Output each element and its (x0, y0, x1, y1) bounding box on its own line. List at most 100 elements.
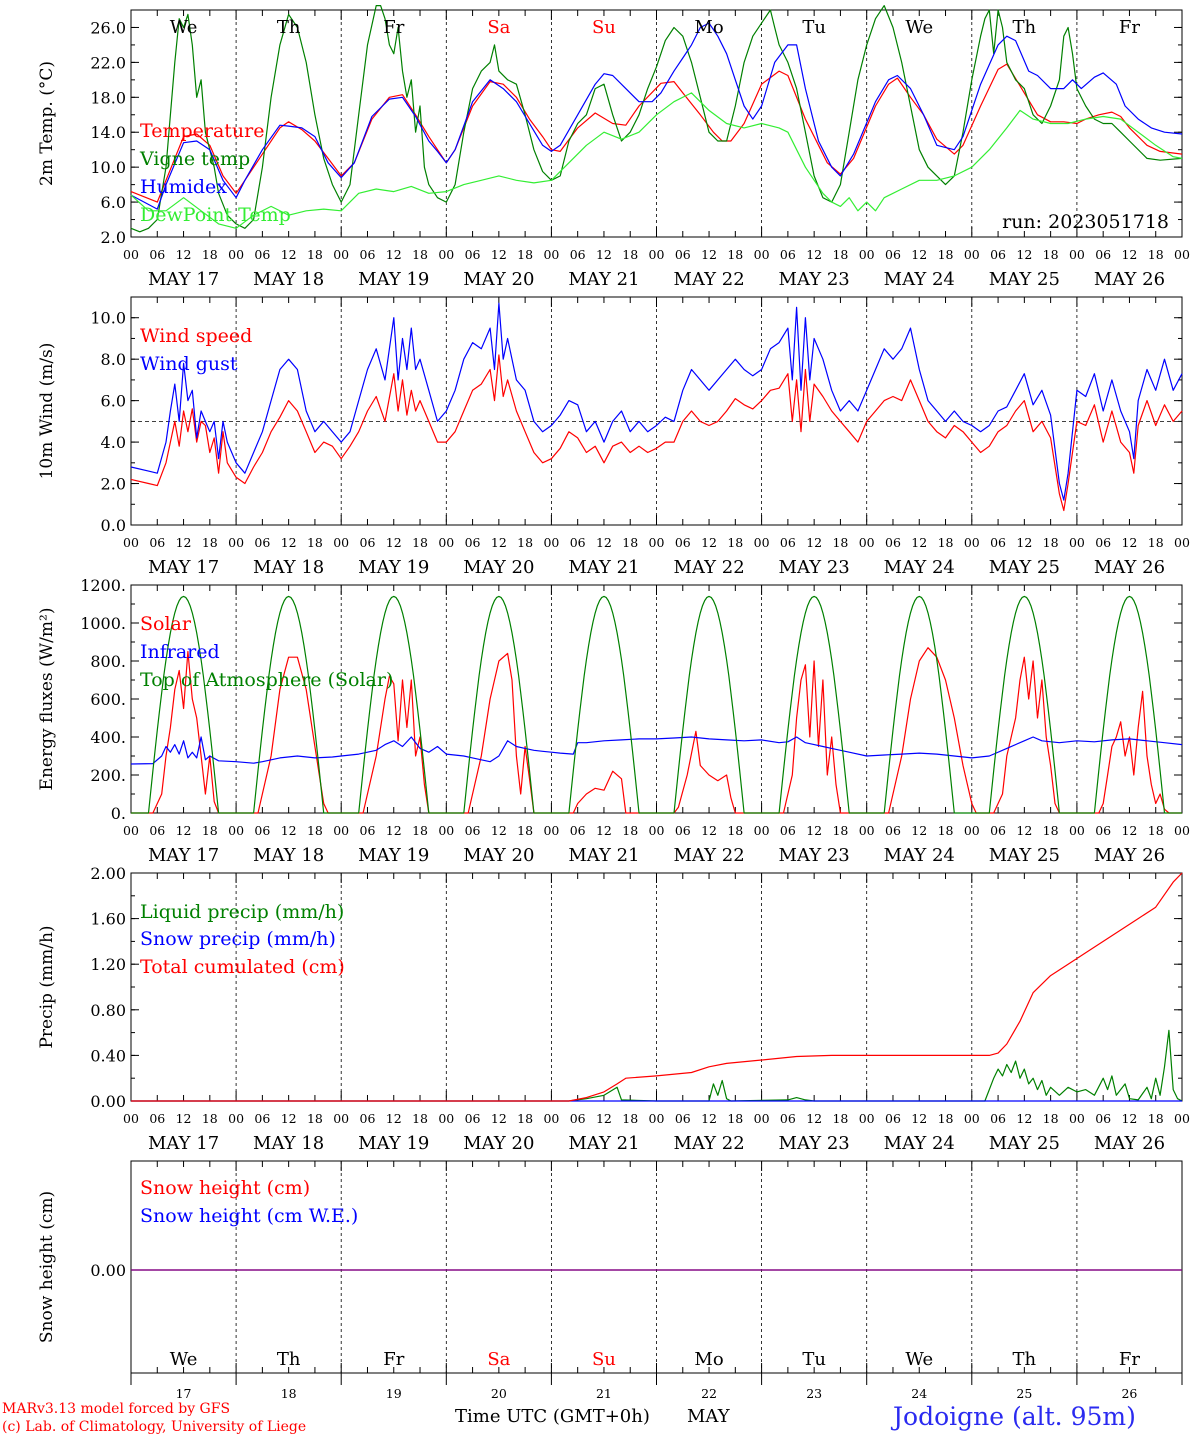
date-label: MAY 17 (148, 557, 219, 578)
hour-label: 18 (517, 247, 533, 262)
date-label: MAY 18 (253, 557, 324, 578)
hour-label: 12 (281, 823, 297, 838)
hour-label: 12 (701, 823, 717, 838)
hour-label: 06 (780, 823, 796, 838)
y-tick-label: 0.0 (101, 516, 126, 535)
weekday-label: Fr (383, 17, 404, 38)
weekday-label: Fr (383, 1349, 404, 1370)
hour-label: 12 (1016, 247, 1032, 262)
y-tick-label: 0.00 (90, 1261, 126, 1280)
hour-label: 12 (806, 823, 822, 838)
date-label: MAY 25 (989, 269, 1060, 290)
y-tick-label: 1000. (80, 614, 126, 633)
y-tick-label: 10.0 (90, 158, 126, 177)
date-label: MAY 24 (884, 845, 955, 866)
hour-label: 18 (1148, 1111, 1164, 1126)
hour-label: 06 (885, 823, 901, 838)
hour-label: 06 (149, 823, 165, 838)
y-axis-title: 2m Temp. (°C) (37, 61, 57, 186)
date-label: MAY 22 (673, 269, 744, 290)
hour-label: 18 (622, 535, 638, 550)
weekday-label: We (170, 17, 198, 38)
y-tick-label: 1.60 (90, 910, 126, 929)
y-tick-label: 1200. (80, 576, 126, 595)
y-tick-label: 400. (90, 728, 126, 747)
hour-label: 12 (386, 247, 402, 262)
hour-label: 18 (1043, 535, 1059, 550)
legend-entry: Snow height (cm W.E.) (140, 1205, 358, 1227)
series-line (131, 1029, 1183, 1102)
series-line (131, 595, 1182, 814)
weekday-label: Fr (1119, 1349, 1140, 1370)
hour-label: 00 (543, 1111, 559, 1126)
hour-label: 00 (649, 535, 665, 550)
legend-entry: Top of Atmosphere (Solar) (140, 669, 393, 691)
date-label: MAY 26 (1094, 269, 1165, 290)
hour-label: 12 (386, 1111, 402, 1126)
y-tick-label: 26.0 (90, 18, 126, 37)
hour-label: 12 (596, 1111, 612, 1126)
date-label: MAY 20 (463, 845, 534, 866)
hour-label: 00 (333, 247, 349, 262)
hour-label: 00 (228, 247, 244, 262)
day-number-label: 22 (701, 1386, 717, 1401)
weekday-label: Th (1013, 1349, 1037, 1370)
hour-label: 00 (859, 247, 875, 262)
date-label: MAY 21 (568, 1133, 639, 1154)
day-number-label: 24 (911, 1386, 927, 1401)
hour-label: 00 (228, 535, 244, 550)
y-axis-title: Precip (mm/h) (37, 925, 57, 1048)
hour-label: 06 (675, 823, 691, 838)
hour-label: 00 (859, 535, 875, 550)
hour-label: 18 (202, 823, 218, 838)
weekday-label: Th (1013, 17, 1037, 38)
date-label: MAY 20 (463, 269, 534, 290)
hour-label: 00 (964, 247, 980, 262)
hour-label: 18 (727, 823, 743, 838)
hour-label: 18 (202, 535, 218, 550)
hour-label: 18 (832, 1111, 848, 1126)
weekday-label: We (905, 1349, 933, 1370)
weekday-label: Tu (802, 1349, 826, 1370)
series-line (131, 872, 1183, 1102)
legend-entry: Humidex (140, 176, 227, 198)
hour-label: 00 (1174, 535, 1190, 550)
hour-label: 06 (360, 823, 376, 838)
hour-label: 06 (675, 1111, 691, 1126)
hour-label: 06 (360, 535, 376, 550)
y-axis-title: Snow height (cm) (37, 1191, 57, 1343)
weekday-label: Sa (487, 17, 510, 38)
hour-label: 18 (412, 823, 428, 838)
hour-label: 12 (491, 823, 507, 838)
y-tick-label: 18.0 (90, 88, 126, 107)
hour-label: 00 (649, 1111, 665, 1126)
date-label: MAY 22 (673, 557, 744, 578)
hour-label: 06 (990, 1111, 1006, 1126)
hour-label: 18 (832, 535, 848, 550)
series-line (130, 736, 1183, 765)
hour-label: 12 (176, 1111, 192, 1126)
hour-label: 00 (1069, 247, 1085, 262)
hour-label: 00 (123, 823, 139, 838)
date-label: MAY 24 (884, 557, 955, 578)
day-number-label: 25 (1016, 1386, 1032, 1401)
series-line (130, 302, 1183, 501)
date-label: MAY 17 (148, 845, 219, 866)
date-label: MAY 21 (568, 845, 639, 866)
hour-label: 18 (1043, 1111, 1059, 1126)
legend-entry: Infrared (140, 641, 220, 663)
hour-label: 18 (1043, 823, 1059, 838)
hour-label: 06 (254, 247, 270, 262)
hour-label: 00 (1069, 823, 1085, 838)
date-label: MAY 20 (463, 1133, 534, 1154)
hour-label: 00 (438, 823, 454, 838)
hour-label: 06 (570, 247, 586, 262)
hour-label: 18 (517, 1111, 533, 1126)
hour-label: 00 (228, 823, 244, 838)
legend-entry: Temperature (140, 120, 264, 142)
hour-label: 12 (701, 247, 717, 262)
hour-label: 18 (832, 823, 848, 838)
hour-label: 06 (465, 535, 481, 550)
weekday-label: Mo (694, 17, 723, 38)
date-label: MAY 22 (673, 1133, 744, 1154)
